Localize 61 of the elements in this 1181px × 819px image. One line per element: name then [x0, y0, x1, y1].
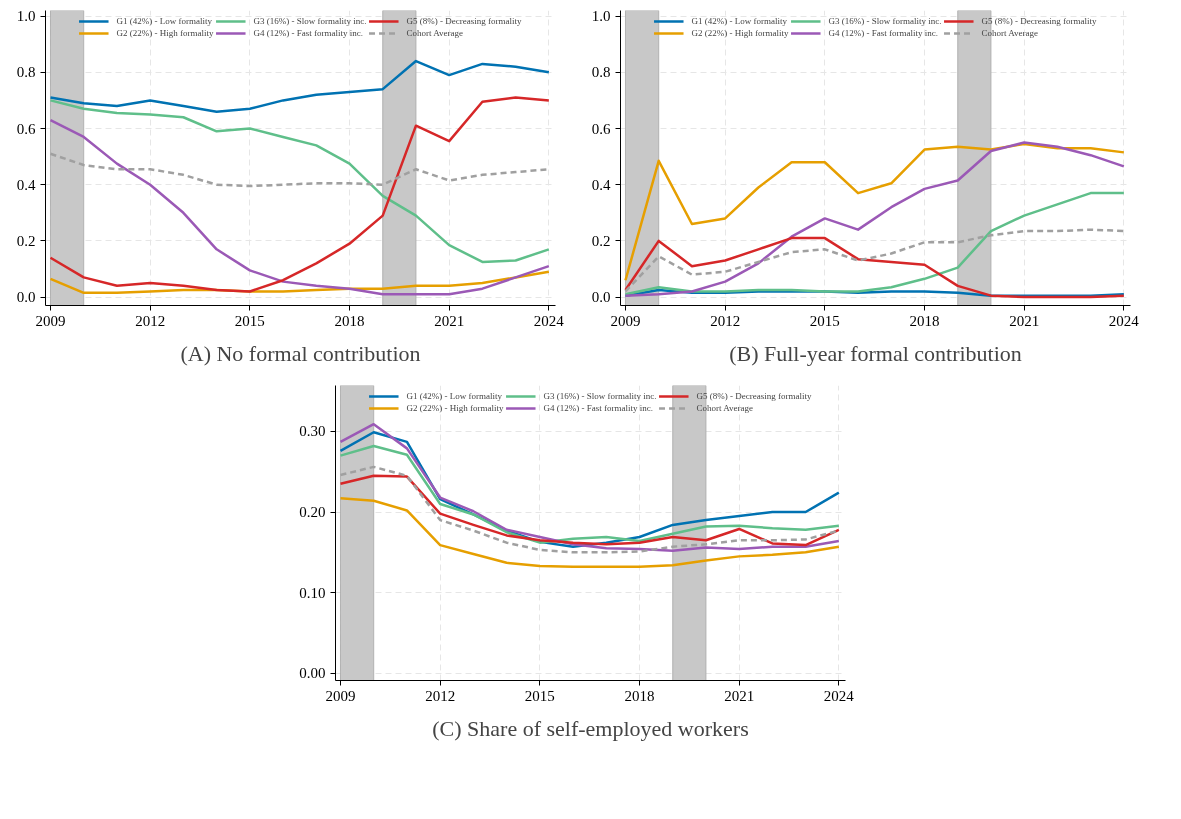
- legend-label: G3 (16%) - Slow formality inc.: [828, 16, 942, 26]
- legend-label: G5 (8%) - Decreasing formality: [406, 16, 522, 26]
- y-tick-label: 1.0: [591, 8, 611, 25]
- legend-label: G2 (22%) - High formality: [691, 28, 789, 38]
- y-tick-label: 0.2: [591, 232, 611, 249]
- x-tick-label: 2012: [710, 312, 741, 329]
- legend-label: G1 (42%) - Low formality: [406, 391, 503, 401]
- text: (C) Share of self-employed workers: [432, 715, 749, 741]
- x-tick-label: 2021: [724, 687, 755, 704]
- line-series: [339, 497, 841, 569]
- legend-label: G1 (42%) - Low formality: [116, 16, 213, 26]
- x-tick-label: 2012: [425, 687, 456, 704]
- y-tick-label: 0.20: [299, 504, 326, 521]
- x-tick-label: 2015: [809, 312, 840, 329]
- x-tick-label: 2009: [35, 312, 66, 329]
- y-tick-label: 0.8: [591, 64, 611, 81]
- y-tick-label: 0.4: [16, 176, 36, 193]
- y-tick-label: 0.4: [591, 176, 611, 193]
- text: (B) Full-year formal contribution: [729, 340, 1022, 366]
- y-tick-label: 0.6: [16, 120, 36, 137]
- legend-label: G5 (8%) - Decreasing formality: [696, 391, 812, 401]
- y-tick-label: 0.0: [16, 289, 36, 306]
- x-tick-label: 2018: [624, 687, 655, 704]
- legend-label: Cohort Average: [981, 28, 1039, 38]
- legend-label: G2 (22%) - High formality: [406, 403, 504, 413]
- x-tick-label: 2018: [909, 312, 940, 329]
- x-tick-label: 2012: [135, 312, 166, 329]
- y-tick-label: 0.6: [591, 120, 611, 137]
- line-series: [49, 99, 551, 264]
- line-series: [624, 236, 1126, 299]
- line-series: [624, 191, 1126, 296]
- x-tick-label: 2015: [524, 687, 555, 704]
- x-tick-label: 2024: [823, 687, 855, 704]
- x-tick-label: 2021: [434, 312, 465, 329]
- y-tick-label: 0.10: [299, 584, 326, 601]
- x-tick-label: 2009: [610, 312, 641, 329]
- legend-label: Cohort Average: [406, 28, 464, 38]
- legend-label: G5 (8%) - Decreasing formality: [981, 16, 1097, 26]
- y-tick-label: 1.0: [16, 8, 36, 25]
- x-tick-label: 2024: [533, 312, 565, 329]
- legend-label: G3 (16%) - Slow formality inc.: [543, 391, 657, 401]
- line-series: [49, 59, 551, 113]
- legend-label: G4 (12%) - Fast formality inc.: [543, 403, 653, 413]
- y-tick-label: 0.00: [299, 665, 326, 682]
- legend-label: G2 (22%) - High formality: [116, 28, 214, 38]
- line-series: [339, 474, 841, 547]
- x-tick-label: 2024: [1108, 312, 1140, 329]
- y-tick-label: 0.30: [299, 423, 326, 440]
- legend-label: G4 (12%) - Fast formality inc.: [828, 28, 938, 38]
- x-tick-label: 2018: [334, 312, 365, 329]
- y-tick-label: 0.8: [16, 64, 36, 81]
- legend-label: G4 (12%) - Fast formality inc.: [253, 28, 363, 38]
- legend-label: Cohort Average: [696, 403, 754, 413]
- x-tick-label: 2009: [325, 687, 356, 704]
- legend-label: G1 (42%) - Low formality: [691, 16, 788, 26]
- legend-label: G3 (16%) - Slow formality inc.: [253, 16, 367, 26]
- x-tick-label: 2015: [234, 312, 265, 329]
- y-tick-label: 0.2: [16, 232, 36, 249]
- text: (A) No formal contribution: [180, 340, 421, 366]
- y-tick-label: 0.0: [591, 289, 611, 306]
- x-tick-label: 2021: [1009, 312, 1040, 329]
